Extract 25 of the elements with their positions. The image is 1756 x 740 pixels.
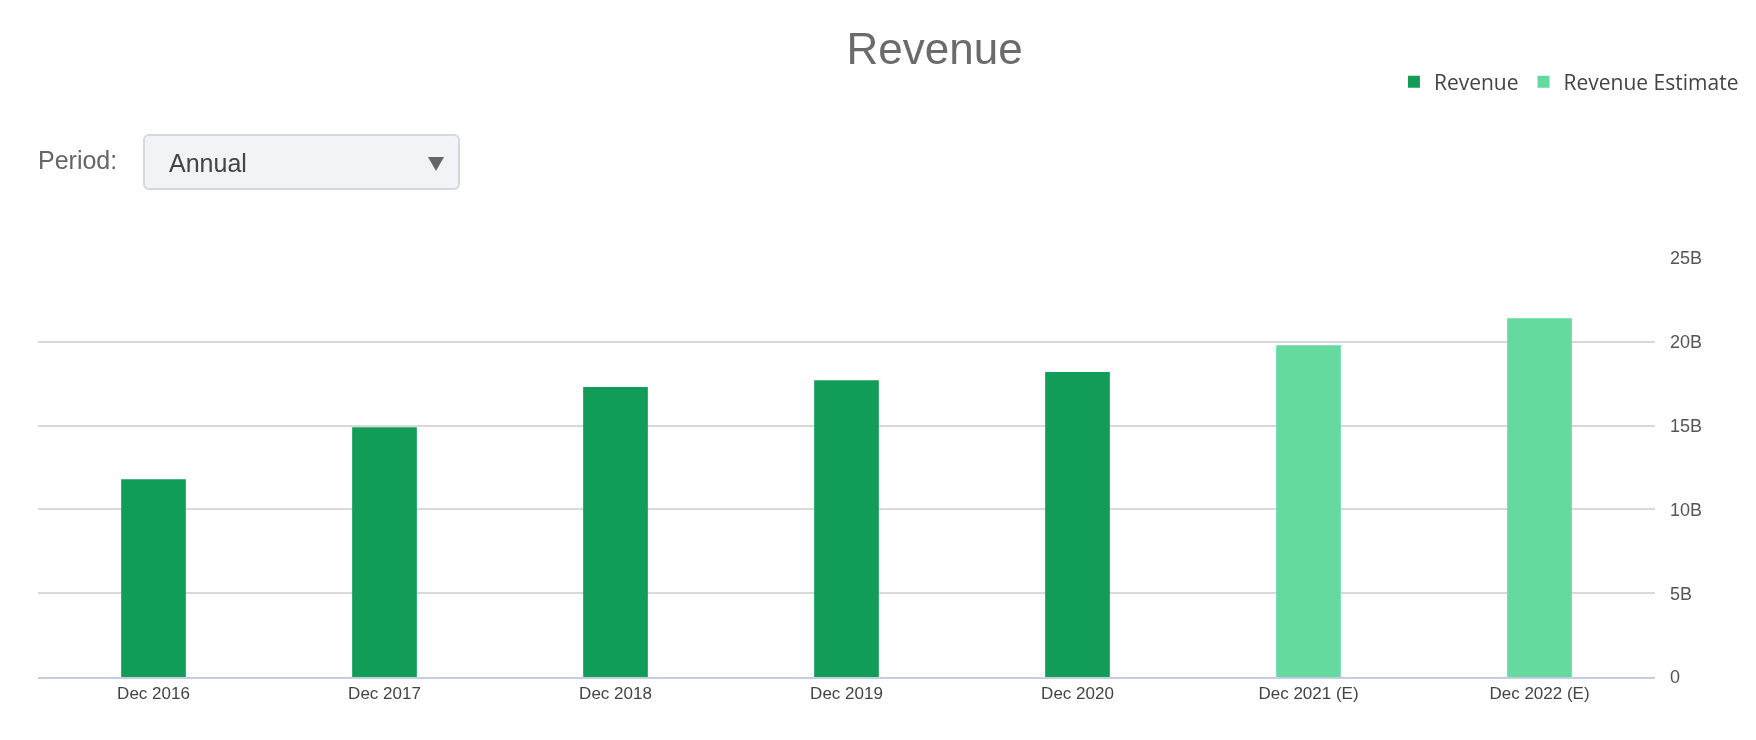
x-tick-label: Dec 2022 (E) [1489, 684, 1590, 704]
x-tick-label: Dec 2018 [579, 684, 652, 704]
bar [1507, 318, 1572, 677]
legend-label: Revenue Estimate [1563, 67, 1739, 96]
bar [121, 479, 186, 677]
chart-title: Revenue [846, 24, 1023, 74]
text: Period: [38, 146, 118, 175]
x-tick-label: Dec 2021 (E) [1258, 684, 1359, 704]
x-tick-label: Dec 2016 [117, 684, 190, 704]
bar [814, 380, 879, 677]
x-tick-label: Dec 2017 [348, 684, 421, 704]
x-tick-label: Dec 2019 [810, 684, 883, 704]
y-tick-label: 15B [1670, 415, 1703, 436]
y-tick-label: 10B [1670, 499, 1703, 520]
y-tick-label: 25B [1670, 248, 1703, 269]
bar [1276, 345, 1341, 677]
bar [352, 427, 417, 677]
dropdown-field: Annual [143, 134, 460, 190]
y-tick-label: 20B [1670, 332, 1703, 353]
x-tick-label: Dec 2020 [1041, 684, 1114, 704]
y-tick-label: 0 [1670, 667, 1681, 688]
legend-label: Revenue [1433, 67, 1519, 96]
y-tick-label: 5B [1670, 583, 1693, 604]
bar [583, 387, 648, 677]
bar [1045, 371, 1110, 677]
